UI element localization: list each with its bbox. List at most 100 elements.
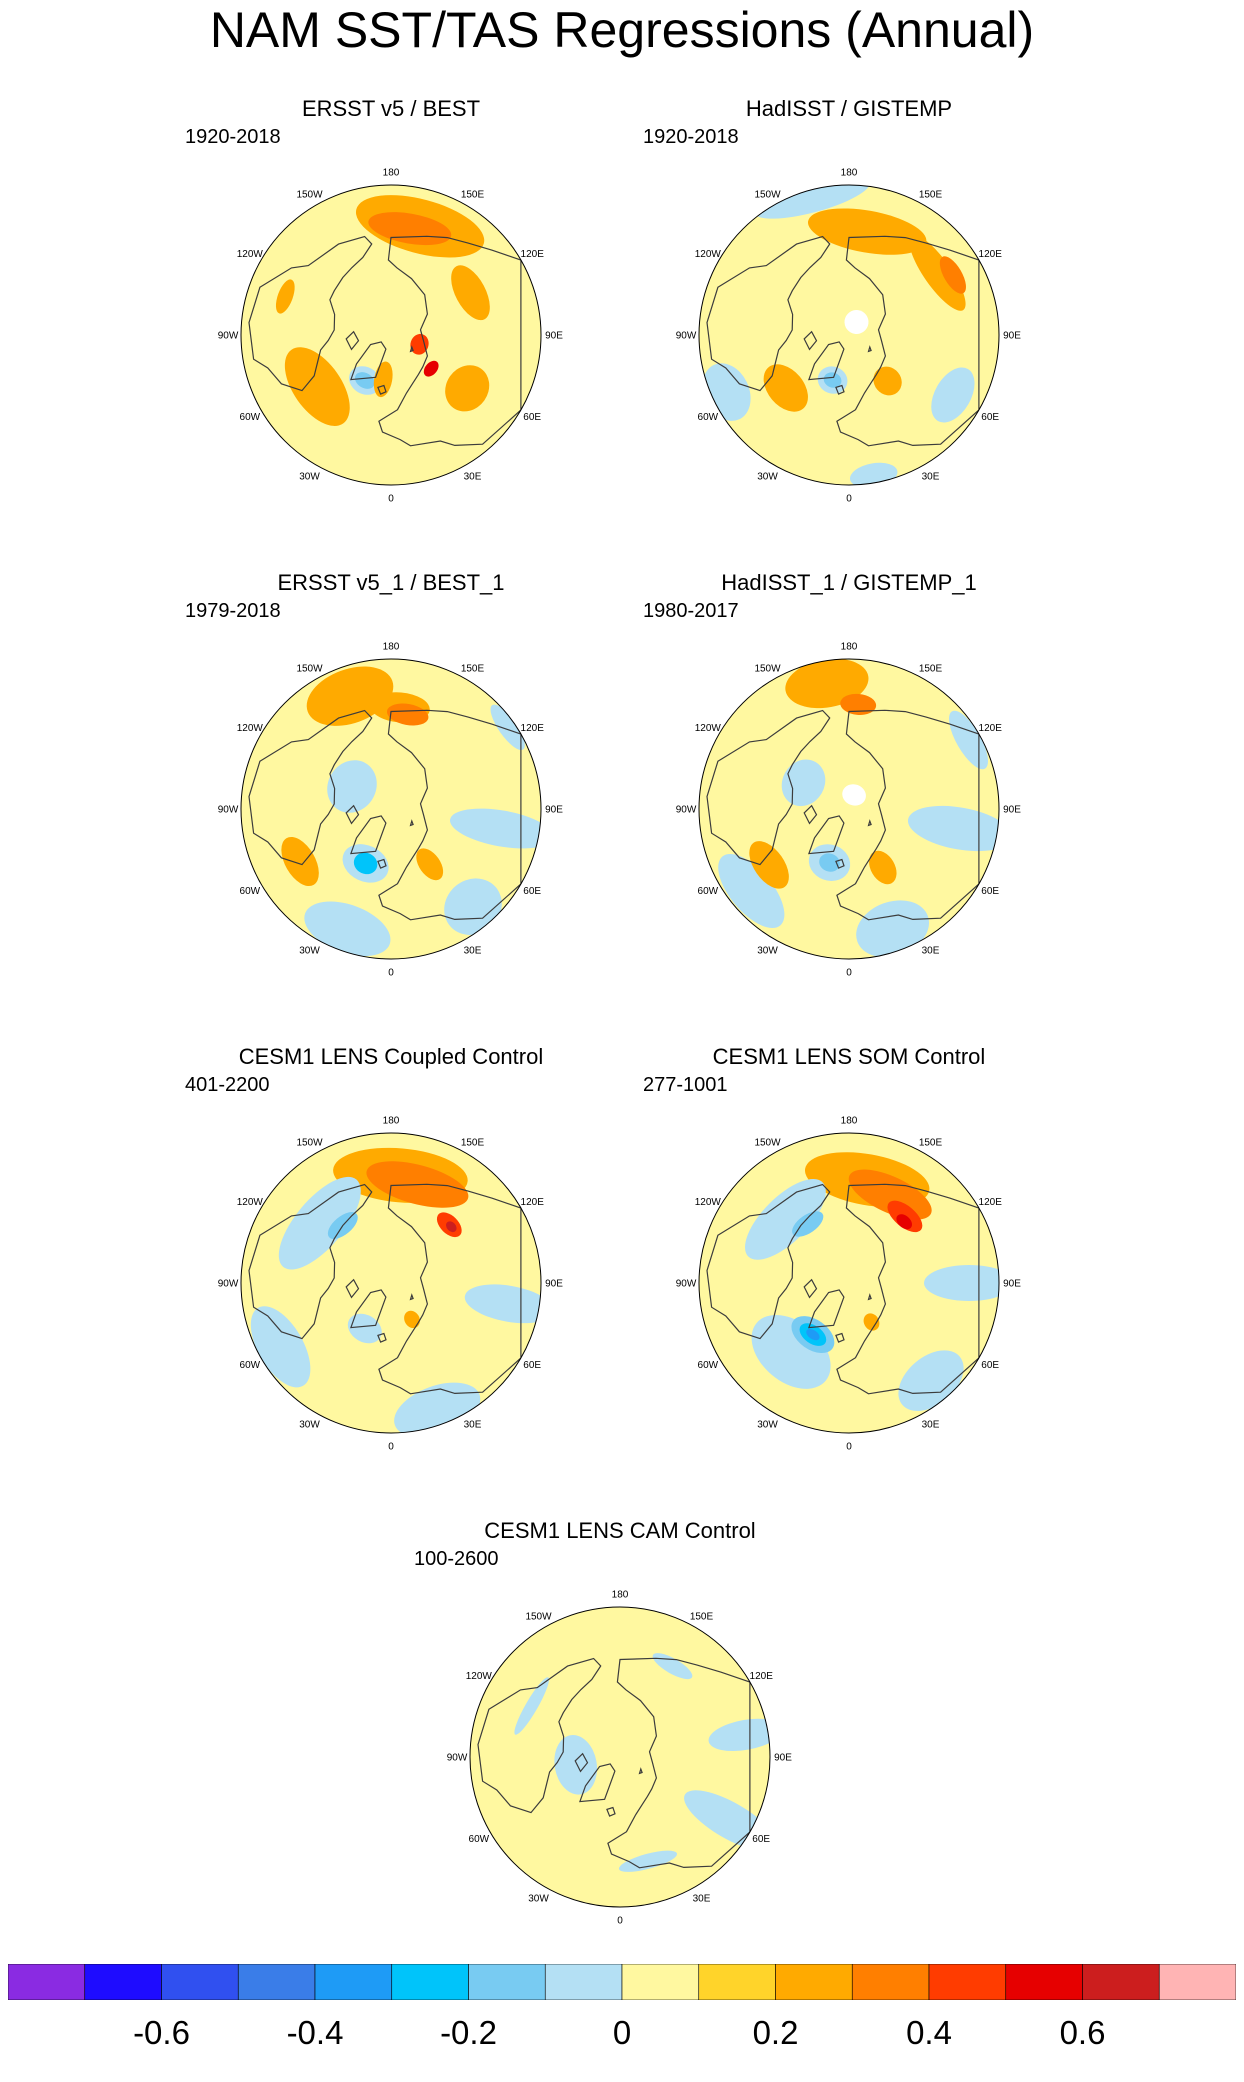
coastline [345,804,360,825]
coastline [803,1278,818,1299]
anomaly-region [275,279,295,314]
longitude-label: 30W [299,946,320,957]
anomaly-region [907,805,999,852]
colorbar [8,1964,1236,2000]
longitude-label: 60E [981,412,999,423]
longitude-label: 150W [525,1611,552,1622]
colorbar-swatch [851,1964,930,2000]
anomaly-region [848,1169,932,1220]
longitude-label: 30E [922,946,940,957]
anomaly-region [386,703,429,726]
longitude-label: 0 [846,968,852,979]
longitude-label: 60W [469,1834,490,1845]
longitude-label: 120E [979,723,1003,734]
longitude-label: 150W [296,1137,323,1148]
anomaly-region [896,1214,913,1230]
coastline [706,709,831,866]
polar-map: 180 150E 120E 90E 60E 30E 0 30W 60W 90W 120W 150W [676,168,1022,505]
anomaly-region [939,256,966,294]
map-border [240,184,542,486]
anomaly-region [250,1306,311,1388]
coastline [836,235,980,447]
longitude-label: 90W [218,1279,239,1290]
longitude-label: 120W [695,249,722,260]
anomaly-region [869,850,897,885]
anomaly-region [618,1850,678,1872]
coastline [377,858,387,869]
anomaly-region [451,265,490,321]
longitude-label: 90E [1003,331,1021,342]
period-label: 1920-2018 [185,126,281,148]
longitude-label: 180 [383,642,400,653]
coastline [867,819,872,827]
anomaly-region [327,760,377,813]
longitude-label: 0 [388,494,394,505]
colorbar-swatch [468,1964,546,2000]
longitude-label: 0 [388,968,394,979]
longitude-label: 0 [617,1916,623,1927]
coastline [477,1657,602,1814]
anomaly-region [284,347,350,426]
colorbar-tick-labels: -0.6 -0.4 -0.2 0 0.2 0.4 0.6 [8,2008,1236,2068]
coastline [345,1278,360,1299]
map-border [698,184,1000,486]
longitude-label: 60W [698,1360,719,1371]
anomaly-region [708,1718,770,1752]
coastline [803,804,818,825]
coastline [706,235,831,392]
longitude-label: 90E [1003,1279,1021,1290]
panel-title: ERSST v5_1 / BEST_1 [277,570,505,595]
coastline [350,815,387,855]
longitude-label: 30E [693,1894,711,1905]
map-panel-hadisst-gistemp: HadISST / GISTEMP 1920-2018 180 150E 120E 9… [643,96,1055,526]
colorbar-swatch [8,1964,86,2000]
colorbar-tick-label: 0.4 [906,2014,952,2051]
anomaly-region [873,366,902,396]
longitude-label: 90E [545,1279,563,1290]
map-panel-hadisst1-gistemp1: HadISST_1 / GISTEMP_1 1980-2017 180 150E 1… [643,570,1055,1000]
anomaly-region [949,710,988,770]
coastline [808,815,845,855]
colorbar-swatch [928,1964,1007,2000]
coastline [345,330,360,351]
longitude-label: 60E [523,412,541,423]
coastline [350,341,387,381]
panel-title: CESM1 LENS Coupled Control [238,1044,544,1069]
longitude-label: 150E [461,663,485,674]
period-label: 277-1001 [643,1074,728,1096]
colorbar-swatch [1158,1964,1236,2000]
map-border [469,1606,771,1908]
anomaly-region [554,1735,598,1795]
colorbar-tick-label: -0.4 [286,2014,344,2051]
coastline [835,1332,845,1343]
period-label: 1980-2017 [643,600,739,622]
longitude-label: 90W [218,805,239,816]
panel-title: HadISST / GISTEMP [745,96,953,121]
colorbar-swatch [161,1964,239,2000]
anomaly-region [749,841,789,889]
longitude-label: 120W [237,723,264,734]
anomaly-region [278,1176,361,1270]
longitude-label: 150W [754,189,781,200]
longitude-label: 180 [612,1590,629,1601]
map-border [240,1132,542,1434]
coastline [409,819,414,827]
coastline [867,1293,872,1301]
longitude-label: 180 [383,1116,400,1127]
period-label: 1979-2018 [185,600,281,622]
anomaly-region [931,367,975,423]
anomaly-region [856,900,930,958]
colorbar-swatch [698,1964,776,2000]
coastline [606,1806,616,1817]
longitude-label: 0 [846,1442,852,1453]
anomaly-region [353,852,378,875]
period-label: 1920-2018 [643,126,739,148]
longitude-label: 30W [299,472,320,483]
longitude-label: 60E [523,1360,541,1371]
longitude-label: 0 [846,494,852,505]
colorbar-swatch [314,1964,393,2000]
longitude-label: 150W [754,1137,781,1148]
coastline [248,1183,373,1340]
longitude-label: 60W [698,886,719,897]
longitude-label: 90E [774,1753,792,1764]
